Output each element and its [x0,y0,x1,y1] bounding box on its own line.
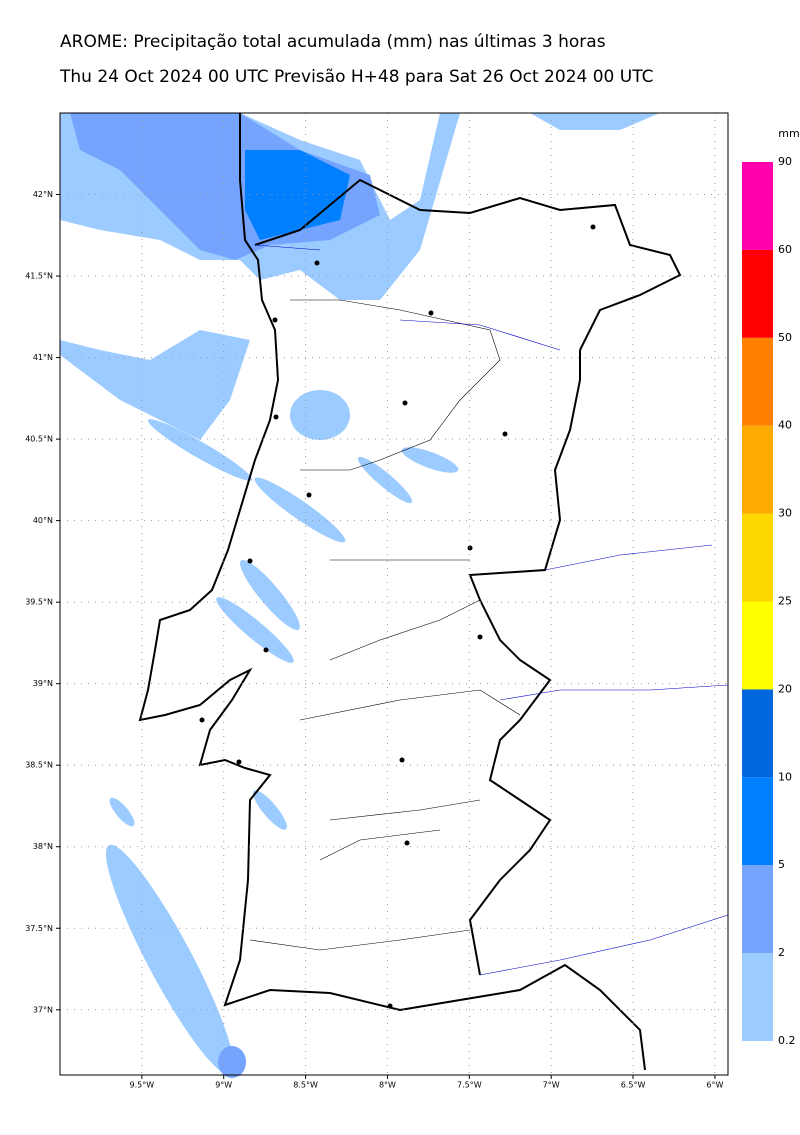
lat-tick-label: 37°N [33,1005,53,1014]
colorbar-segment [742,865,773,954]
colorbar-segment [742,513,773,602]
colorbar-segment [742,337,773,426]
lon-tick-label: 7.5°W [457,1081,482,1090]
lat-tick-label: 41°N [33,353,53,362]
map-frame [59,112,729,1076]
lat-tick-label: 38.5°N [25,761,53,770]
precipitation [60,113,660,1078]
colorbar-segment [742,689,773,778]
colorbar-label: 10 [778,770,792,783]
lon-tick-label: 6.5°W [621,1081,646,1090]
lat-tick-label: 40.5°N [25,435,53,444]
lon-tick-label: 8.5°W [293,1081,318,1090]
colorbar-segment [742,953,773,1041]
colorbar-label: 40 [778,419,792,432]
lat-tick-label: 37.5°N [25,924,53,933]
lat-tick-label: 41.5°N [25,272,53,281]
cities [199,224,596,1009]
colorbar-segment [742,249,773,338]
colorbar-label: 50 [778,331,792,344]
colorbar-label: 5 [778,858,785,871]
colorbar-segment [742,777,773,866]
lat-tick-label: 39°N [33,679,53,688]
lon-tick-label: 7°W [543,1081,560,1090]
colorbar-unit: mm [778,127,799,140]
graticule: 9.5°W 9°W 8.5°W 8°W 7.5°W 7°W 6.5°W 6°W 42°N 41.5… [25,113,728,1090]
colorbar-segment [742,162,773,250]
colorbar-label: 90 [778,155,792,168]
colorbar-segment [742,425,773,514]
colorbar-label: 25 [778,595,792,608]
lon-tick-label: 8°W [379,1081,396,1090]
colorbar-segment [742,601,773,690]
colorbar-label: 20 [778,682,792,695]
lat-tick-label: 38°N [33,842,53,851]
subtitle: Thu 24 Oct 2024 00 UTC Previsão H+48 par… [59,67,653,87]
lon-tick-label: 9.5°W [130,1081,155,1090]
coastline [138,113,729,1071]
lon-tick-label: 9°W [215,1081,232,1090]
colorbar-label: 0.2 [778,1034,796,1047]
title: AROME: Precipitação total acumulada (mm)… [60,32,606,52]
colorbar-label: 30 [778,507,792,520]
colorbar-label: 60 [778,243,792,256]
lon-tick-label: 6°W [706,1081,723,1090]
lat-tick-label: 42°N [33,190,53,199]
colorbar-label: 2 [778,946,785,959]
lat-tick-label: 40°N [33,516,53,525]
lat-tick-label: 39.5°N [25,598,53,607]
